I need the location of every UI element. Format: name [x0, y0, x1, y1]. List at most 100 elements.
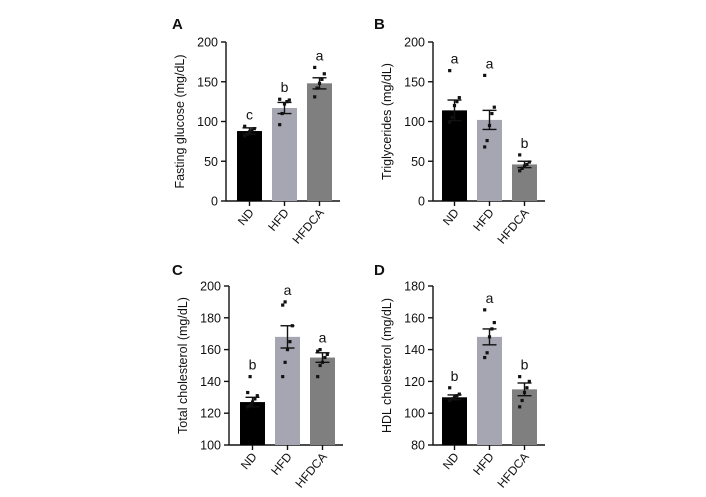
panel-letter: B — [374, 16, 385, 33]
significance-letter: b — [521, 357, 529, 373]
y-tick-label: 140 — [404, 343, 425, 357]
significance-letter: a — [316, 47, 324, 63]
bar-nd — [237, 131, 262, 201]
data-point — [253, 397, 257, 401]
x-tick-label: ND — [440, 206, 462, 229]
panel-b: B 0 50 100 150 200 Triglycerides (mg/dL) a ND a HF… — [374, 16, 545, 247]
data-point — [316, 375, 320, 379]
data-point — [250, 128, 254, 132]
panel-d: D 80 100 120 140 160 180 HDL cholesterol (mg/dL… — [374, 262, 545, 491]
data-point — [288, 340, 292, 344]
y-tick-label: 150 — [404, 75, 425, 89]
bar-nd — [442, 397, 467, 445]
y-tick-label: 180 — [200, 311, 221, 325]
significance-letter: b — [281, 79, 289, 95]
x-tick-label: HFDCA — [494, 450, 531, 491]
panel-letter: D — [374, 262, 385, 279]
data-point — [483, 355, 487, 360]
bar-hfdca — [512, 164, 537, 201]
data-point — [252, 127, 256, 131]
data-point — [282, 102, 287, 106]
y-tick-label: 150 — [197, 75, 218, 89]
y-tick-label: 0 — [418, 195, 425, 209]
data-point — [457, 392, 461, 396]
data-point — [450, 397, 454, 401]
y-tick-label: 100 — [200, 439, 221, 453]
data-point — [518, 375, 522, 379]
x-tick-label: HFDCA — [289, 206, 326, 247]
data-point — [320, 360, 325, 364]
data-point — [483, 308, 487, 312]
data-point — [522, 390, 527, 395]
bar-hfdca — [512, 389, 537, 445]
x-tick-label: HFD — [470, 206, 497, 234]
data-point — [490, 111, 494, 116]
x-tick-label: HFD — [265, 206, 292, 234]
significance-letter: b — [451, 368, 459, 384]
data-point — [245, 132, 249, 136]
significance-letter: a — [284, 282, 292, 298]
data-point — [485, 138, 489, 143]
x-tick-label: HFDCA — [494, 206, 531, 247]
data-point — [243, 134, 247, 138]
data-point — [281, 303, 285, 307]
data-point — [527, 379, 531, 383]
data-point — [283, 300, 287, 304]
y-tick-label: 80 — [411, 439, 425, 453]
bar-nd — [442, 110, 467, 201]
data-point — [448, 398, 452, 403]
data-point — [452, 104, 457, 108]
bar-nd — [240, 402, 265, 445]
significance-letter: a — [486, 290, 494, 306]
bar-hfdca — [307, 83, 332, 201]
y-tick-label: 120 — [200, 407, 221, 421]
significance-letter: c — [246, 106, 253, 122]
bar-hfd — [272, 107, 297, 201]
panel-c: C 100 120 140 160 180 200 Total cholesterol (mg… — [172, 262, 343, 491]
significance-letter: a — [319, 330, 327, 346]
data-point — [518, 153, 522, 157]
data-point — [457, 96, 461, 100]
data-point — [280, 111, 284, 116]
data-point — [520, 398, 524, 403]
data-point — [250, 400, 255, 404]
x-tick-label: HFD — [268, 450, 295, 478]
y-tick-label: 200 — [404, 36, 425, 50]
data-point — [281, 375, 285, 379]
data-point — [520, 166, 524, 171]
data-point — [448, 120, 452, 124]
data-point — [485, 351, 489, 355]
bar-hfdca — [310, 357, 335, 445]
data-point — [246, 390, 250, 395]
data-point — [325, 352, 329, 356]
bar-hfd — [477, 336, 502, 445]
data-point — [283, 360, 287, 364]
bar-hfd — [477, 119, 502, 201]
data-point — [448, 69, 452, 73]
data-point — [285, 100, 289, 104]
panel-letter: A — [172, 16, 183, 33]
x-tick-label: HFDCA — [292, 450, 329, 491]
data-point — [323, 355, 327, 360]
data-point — [492, 320, 496, 325]
data-point — [255, 394, 259, 398]
data-point — [278, 123, 282, 127]
panel-letter: C — [172, 262, 183, 279]
y-tick-label: 160 — [404, 311, 425, 325]
data-point — [248, 375, 252, 379]
data-point — [243, 124, 247, 128]
y-axis-label: Triglycerides (mg/dL) — [380, 63, 394, 180]
y-tick-label: 50 — [204, 155, 218, 169]
data-point — [320, 77, 324, 81]
data-point — [287, 98, 291, 102]
data-point — [318, 363, 322, 368]
y-axis-label: Total cholesterol (mg/dL) — [176, 297, 190, 434]
data-point — [315, 86, 319, 90]
significance-letter: b — [249, 357, 257, 373]
significance-letter: a — [486, 55, 494, 71]
data-point — [322, 72, 326, 76]
significance-letter: b — [521, 135, 529, 151]
data-point — [285, 348, 290, 352]
y-tick-label: 100 — [404, 115, 425, 129]
bar-hfd — [275, 336, 300, 445]
